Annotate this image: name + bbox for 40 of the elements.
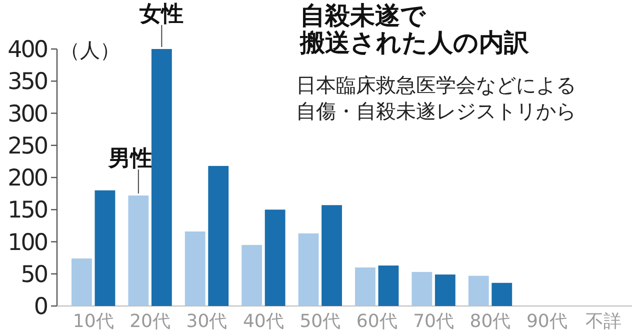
x-tick-label: 70代 (413, 311, 454, 332)
bar (322, 205, 342, 306)
bar (72, 258, 92, 306)
bar (355, 267, 376, 306)
chart-title: 自殺未遂で搬送された人の内訳 (300, 1, 529, 57)
y-axis-title: （人） (60, 38, 120, 62)
y-tick-label: 100 (8, 230, 48, 256)
x-tick-label: 80代 (470, 311, 511, 332)
x-tick-label: 不詳 (586, 311, 622, 332)
bar (151, 49, 172, 306)
y-tick-label: 150 (8, 198, 48, 224)
x-tick-label: 90代 (526, 311, 568, 332)
bar (298, 233, 319, 306)
bar (264, 210, 286, 306)
y-tick-label: 400 (8, 37, 48, 63)
series-label: 女性 (138, 2, 184, 27)
bar (434, 274, 456, 306)
x-tick-label: 50代 (300, 311, 341, 332)
bar (378, 266, 399, 306)
y-tick-label: 0 (34, 294, 48, 320)
x-tick-label: 30代 (186, 311, 228, 332)
bar (94, 190, 116, 306)
bar (128, 195, 149, 306)
y-tick-label: 350 (8, 69, 48, 96)
x-tick-label: 10代 (72, 311, 114, 332)
x-tick-label: 40代 (242, 311, 284, 332)
bar (184, 231, 206, 306)
y-tick-label: 50 (20, 262, 48, 288)
x-tick-label: 60代 (356, 311, 398, 332)
bar (468, 276, 489, 306)
y-tick-label: 300 (8, 101, 48, 128)
bar (492, 282, 512, 306)
series-label: 男性 (107, 146, 152, 172)
y-tick-label: 250 (8, 133, 48, 160)
text: 日本臨床救急医学会などによる自傷・自殺未遂レジストリから (296, 72, 576, 124)
bar (208, 166, 229, 306)
y-tick-label: 200 (8, 166, 48, 192)
bar (412, 272, 432, 306)
x-tick-label: 20代 (130, 311, 171, 332)
bar (242, 244, 262, 306)
